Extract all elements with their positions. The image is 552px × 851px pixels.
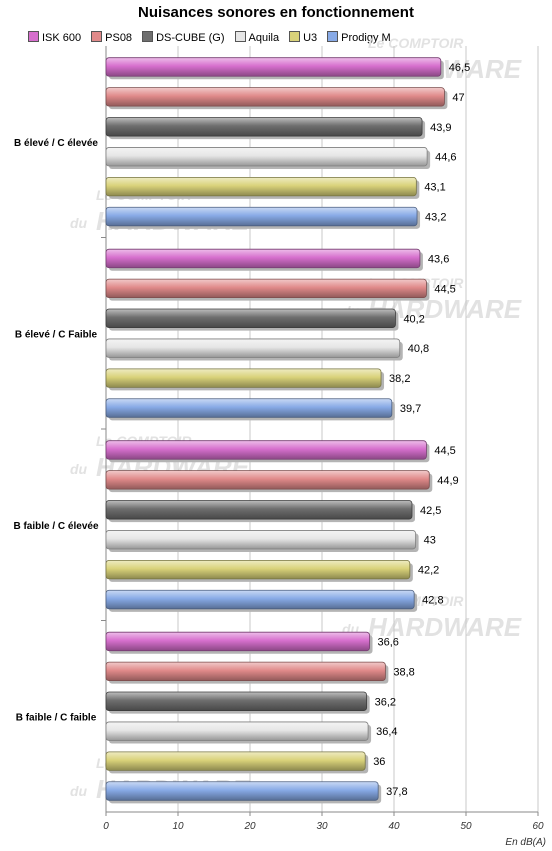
legend-swatch — [91, 31, 103, 42]
legend-swatch — [327, 31, 339, 42]
x-tick-label: 10 — [172, 821, 184, 832]
bar-prodigy-m — [105, 781, 379, 801]
x-tick-label: 60 — [532, 821, 544, 832]
legend-swatch — [289, 31, 301, 42]
bar-isk-600 — [105, 57, 442, 77]
data-label: 43,9 — [430, 122, 451, 134]
bar-aquila — [105, 338, 401, 358]
category-label: B élevé / C Faible — [15, 329, 98, 340]
x-axis-label: En dB(A) — [505, 837, 546, 848]
data-label: 43,2 — [425, 212, 446, 224]
x-tick-label: 0 — [103, 821, 109, 832]
data-label: 40,2 — [403, 313, 424, 325]
data-label: 42,5 — [420, 505, 441, 517]
category-label: B faible / C faible — [16, 712, 97, 723]
bar-aquila — [105, 530, 417, 550]
x-tick-label: 30 — [316, 821, 328, 832]
bar-u3 — [105, 176, 417, 197]
legend-label: Aquila — [248, 32, 280, 44]
bar-prodigy-m — [105, 398, 393, 418]
bar-isk-600 — [105, 248, 421, 269]
x-tick-label: 20 — [243, 821, 256, 832]
bar-aquila — [105, 721, 369, 741]
data-label: 43 — [424, 535, 436, 547]
bar-ps08 — [105, 278, 427, 299]
bar-ds-cube-g- — [105, 308, 396, 328]
data-label: 47 — [452, 92, 464, 104]
legend-swatch — [142, 31, 154, 42]
legend-item: Aquila — [234, 31, 280, 44]
watermark-text: du — [70, 461, 88, 477]
legend-swatch — [28, 31, 39, 42]
legend-item: U3 — [289, 31, 317, 44]
data-label: 42,8 — [422, 595, 443, 607]
bar-u3 — [105, 751, 366, 771]
data-label: 38,2 — [389, 373, 410, 385]
watermark-text: du — [70, 783, 88, 799]
bar-ds-cube-g- — [105, 117, 423, 137]
bar-u3 — [105, 559, 411, 580]
legend-label: Prodigy M — [341, 32, 391, 44]
chart-title: Nuisances sonores en fonctionnement — [138, 4, 414, 21]
legend-item: Prodigy M — [327, 31, 391, 44]
data-label: 43,6 — [428, 253, 449, 265]
data-label: 39,7 — [400, 403, 421, 415]
data-label: 37,8 — [386, 786, 407, 798]
data-label: 36,2 — [375, 696, 396, 708]
category-label: B élevé / C élevée — [14, 138, 98, 149]
legend: ISK 600 PS08 DS-CUBE (G) Aquila U3 Prodigy M — [28, 28, 401, 44]
legend-swatch — [234, 31, 246, 42]
bar-isk-600 — [105, 631, 370, 652]
data-label: 42,2 — [418, 565, 439, 577]
bar-ps08 — [105, 470, 430, 490]
x-tick-label: 40 — [388, 821, 400, 832]
legend-label: DS-CUBE (G) — [156, 32, 225, 44]
data-label: 44,5 — [434, 283, 455, 295]
data-label: 44,6 — [435, 152, 456, 164]
data-label: 36,4 — [376, 726, 397, 738]
data-label: 43,1 — [424, 182, 445, 194]
category-label: B faible / C élevée — [13, 521, 98, 532]
data-label: 40,8 — [408, 343, 429, 355]
bar-ps08 — [105, 87, 445, 107]
watermark-text: du — [70, 215, 88, 231]
data-label: 36,6 — [378, 636, 399, 648]
legend-item: DS-CUBE (G) — [142, 31, 225, 44]
data-label: 36 — [373, 756, 385, 768]
legend-label: U3 — [303, 32, 318, 44]
data-label: 44,9 — [437, 475, 458, 487]
bar-prodigy-m — [105, 206, 418, 227]
bar-ds-cube-g- — [105, 691, 368, 711]
data-label: 44,5 — [434, 445, 455, 457]
watermark-text: Le COMPTOIR — [368, 35, 464, 51]
bar-isk-600 — [105, 440, 427, 460]
data-label: 46,5 — [449, 62, 470, 74]
legend-label: PS08 — [105, 32, 133, 44]
bar-ps08 — [105, 661, 386, 682]
data-label: 38,8 — [393, 666, 414, 678]
legend-label: ISK 600 — [42, 32, 82, 44]
bar-ds-cube-g- — [105, 500, 413, 520]
legend-item: PS08 — [91, 31, 132, 44]
bar-prodigy-m — [105, 589, 415, 610]
x-tick-label: 50 — [460, 821, 472, 832]
bar-aquila — [105, 147, 428, 167]
legend-item: ISK 600 — [28, 31, 81, 44]
bar-u3 — [105, 368, 382, 388]
